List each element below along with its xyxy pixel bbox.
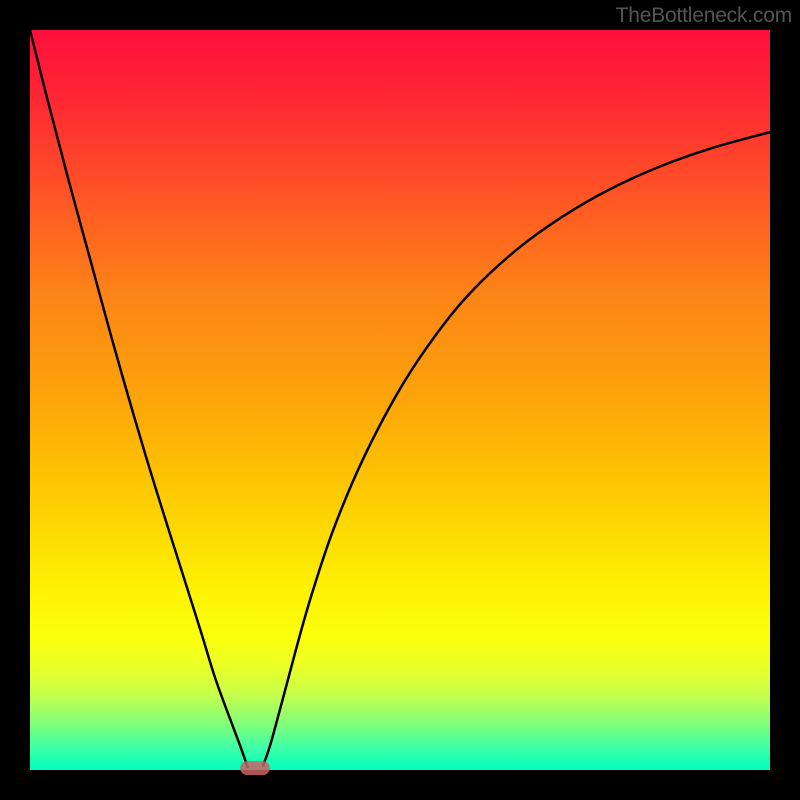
chart-container: TheBottleneck.com	[0, 0, 800, 800]
chart-background	[30, 30, 770, 770]
optimal-marker	[240, 761, 270, 775]
watermark-text: TheBottleneck.com	[616, 4, 792, 28]
bottleneck-chart	[0, 0, 800, 800]
